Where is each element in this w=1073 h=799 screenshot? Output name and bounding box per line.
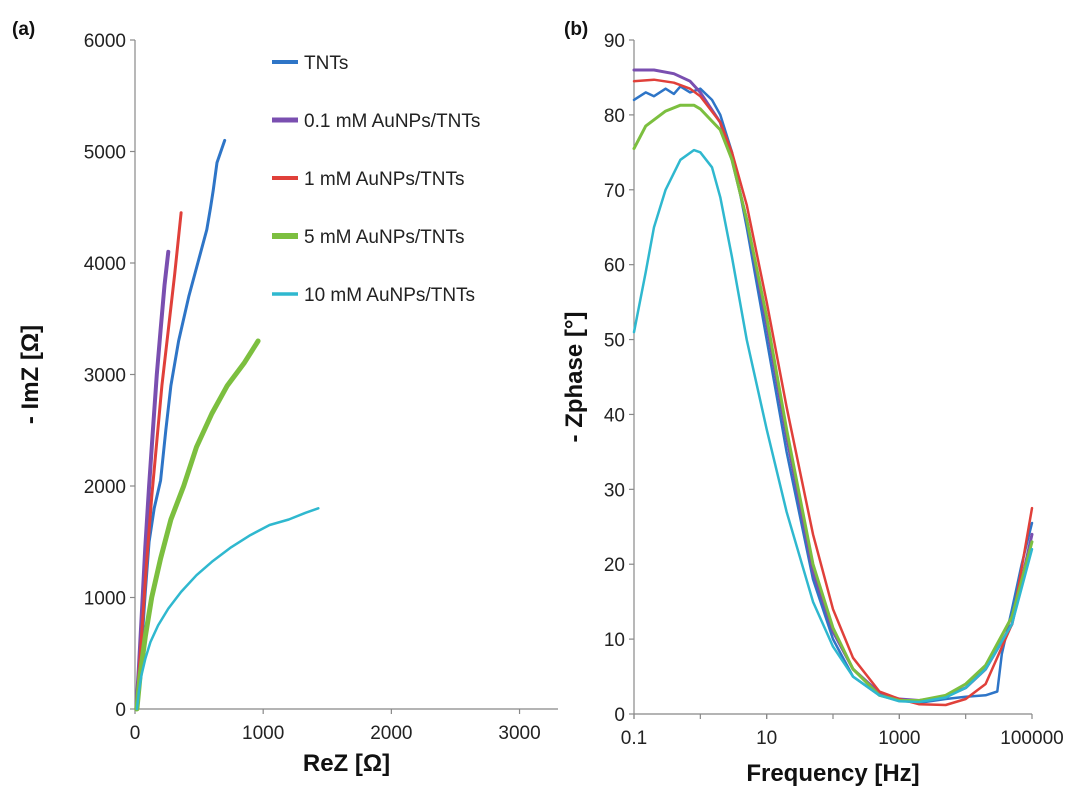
y-tick-label: 30: [604, 480, 625, 501]
series-line: [134, 338, 261, 712]
y-tick-label: 10: [604, 630, 625, 651]
panel-label: (a): [12, 19, 35, 40]
x-tick-label: 100000: [1000, 728, 1063, 749]
legend-label: 0.1 mM AuNPs/TNTs: [304, 111, 480, 132]
y-tick-label: 1000: [84, 589, 126, 610]
y-tick-label: 2000: [84, 477, 126, 498]
x-tick-label: 10: [756, 728, 777, 749]
legend-label: 5 mM AuNPs/TNTs: [304, 227, 464, 248]
x-tick-label: 0: [130, 723, 141, 744]
legend-label: 10 mM AuNPs/TNTs: [304, 285, 475, 306]
x-axis-label: ReZ [Ω]: [303, 750, 390, 777]
y-tick-label: 5000: [84, 143, 126, 164]
y-tick-label: 80: [604, 106, 625, 127]
x-tick-label: 0.1: [621, 728, 647, 749]
x-tick-label: 1000: [878, 728, 920, 749]
x-tick-label: 1000: [242, 723, 284, 744]
panel-label: (b): [564, 19, 588, 40]
series-line: [632, 148, 1034, 704]
y-tick-label: 20: [604, 555, 625, 576]
x-tick-label: 2000: [370, 723, 412, 744]
y-tick-label: 0: [115, 700, 126, 721]
y-tick-label: 70: [604, 181, 625, 202]
y-tick-label: 90: [604, 31, 625, 52]
x-tick-label: 3000: [498, 723, 540, 744]
series-line: [632, 85, 1034, 705]
y-tick-label: 3000: [84, 366, 126, 387]
y-tick-label: 4000: [84, 254, 126, 275]
series-line: [135, 507, 320, 711]
y-axis-label: - Zphase [°]: [561, 312, 588, 443]
y-tick-label: 6000: [84, 31, 126, 52]
y-axis-label: - ImZ [Ω]: [17, 325, 44, 424]
legend-label: 1 mM AuNPs/TNTs: [304, 169, 464, 190]
series-line: [134, 211, 183, 711]
series-line: [632, 78, 1034, 707]
y-tick-label: 40: [604, 405, 625, 426]
x-axis-label: Frequency [Hz]: [746, 760, 919, 787]
y-tick-label: 50: [604, 331, 625, 352]
y-tick-label: 60: [604, 256, 625, 277]
series-line: [632, 103, 1034, 702]
legend-label: TNTs: [304, 53, 348, 74]
y-tick-label: 0: [614, 705, 625, 726]
